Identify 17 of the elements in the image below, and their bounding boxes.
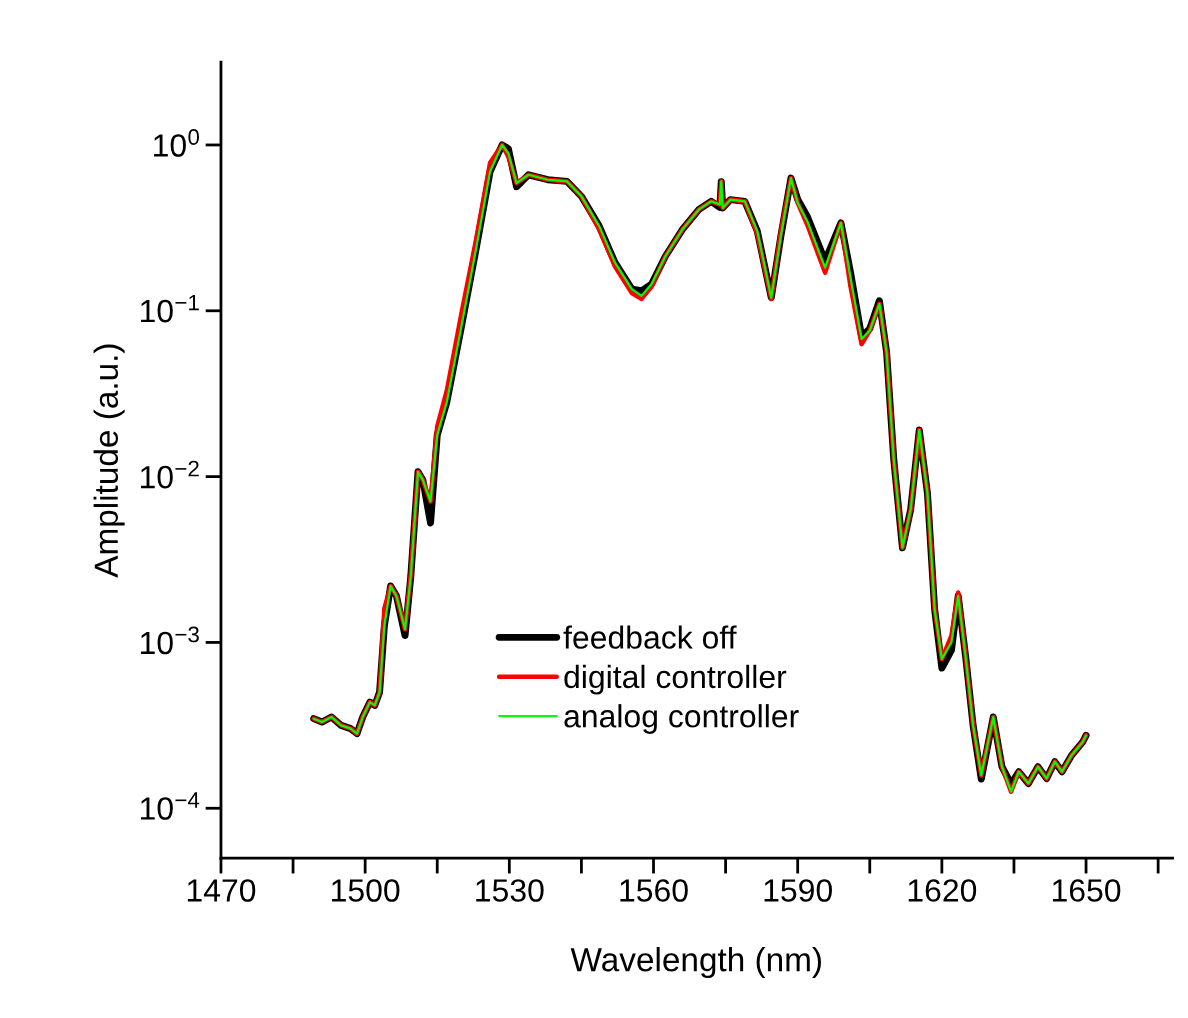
y-tick-label: 10$^{0}$ (154, 129, 200, 157)
y-tick-label: 10$^{−3}$ (140, 626, 199, 655)
y-axis-title: Amplitude (a.u.) (93, 344, 125, 578)
x-tick-label: 1620 (908, 879, 977, 902)
x-tick-label: 1590 (764, 879, 832, 902)
legend-label: feedback off (563, 625, 737, 649)
legend-label: digital controller (564, 664, 787, 695)
legend-label: analog controller (564, 704, 799, 734)
x-axis-title: Wavelength (nm) (570, 946, 821, 979)
x-tick-label: 1530 (476, 879, 544, 902)
y-tick-label: 10$^{−1}$ (140, 294, 199, 323)
x-tick-label: 1560 (620, 879, 688, 902)
x-tick-label: 1470 (187, 879, 256, 902)
y-tick-label: 10$^{−4}$ (140, 792, 200, 820)
y-tick-label: 10$^{−2}$ (140, 460, 199, 489)
x-tick-label: 1500 (332, 879, 400, 902)
x-tick-label: 1650 (1052, 879, 1121, 902)
